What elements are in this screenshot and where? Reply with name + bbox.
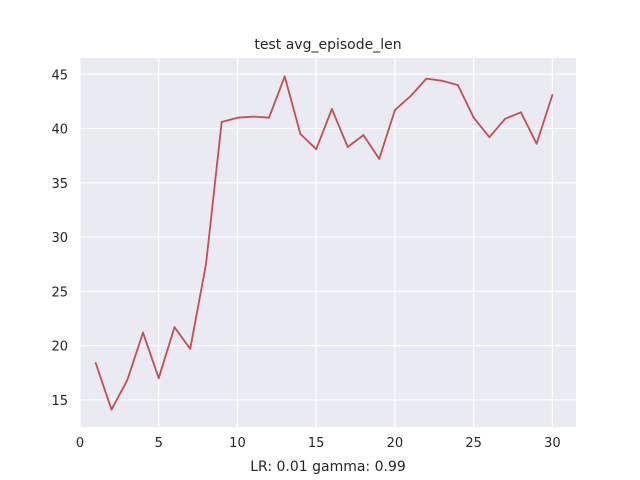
data-point — [157, 377, 160, 380]
plot-background — [80, 58, 576, 427]
data-point — [189, 347, 192, 350]
data-point — [535, 142, 538, 145]
data-point — [472, 116, 475, 119]
data-point — [346, 146, 349, 148]
data-point — [236, 116, 239, 119]
data-point — [551, 94, 554, 96]
data-point — [394, 109, 396, 111]
data-point — [252, 115, 255, 118]
x-tick-label: 5 — [155, 436, 163, 451]
data-point — [409, 95, 412, 97]
data-point — [519, 111, 522, 114]
data-point — [441, 79, 444, 82]
data-point — [283, 75, 286, 78]
data-point — [220, 121, 223, 123]
x-tick-label: 30 — [544, 436, 561, 451]
data-point — [268, 116, 270, 119]
grid-lines — [79, 58, 576, 427]
series-line — [94, 75, 554, 411]
data-point — [315, 148, 318, 151]
x-tick-label: 0 — [76, 436, 84, 451]
data-point — [504, 117, 507, 120]
x-axis-label: LR: 0.01 gamma: 0.99 — [250, 459, 406, 475]
data-point — [362, 134, 365, 136]
y-tick-label: 45 — [51, 68, 68, 83]
x-tick-label: 25 — [465, 436, 482, 451]
x-tick-label: 20 — [387, 436, 404, 451]
data-point — [142, 331, 144, 334]
data-point — [331, 108, 333, 110]
x-tick-label: 10 — [229, 436, 246, 451]
y-tick-label: 40 — [51, 123, 68, 138]
data-point — [299, 133, 302, 135]
data-point — [378, 158, 381, 160]
data-point — [173, 326, 176, 329]
data-point — [488, 136, 491, 139]
data-point — [205, 263, 207, 266]
series-layer — [94, 75, 554, 411]
data-point — [457, 84, 459, 87]
y-tick-label: 30 — [51, 231, 68, 246]
y-tick-label: 20 — [51, 340, 68, 355]
data-point — [126, 379, 129, 382]
data-point — [110, 408, 113, 411]
tick-labels: 0 5 10 15 20 25 30 15 20 25 30 35 40 45 — [51, 68, 560, 451]
y-tick-label: 25 — [51, 285, 68, 300]
x-tick-label: 15 — [308, 436, 325, 451]
y-tick-label: 35 — [51, 177, 68, 192]
data-point — [425, 77, 428, 80]
y-tick-label: 15 — [51, 394, 68, 409]
data-point — [94, 362, 97, 364]
chart-title: test avg_episode_len — [254, 37, 401, 53]
